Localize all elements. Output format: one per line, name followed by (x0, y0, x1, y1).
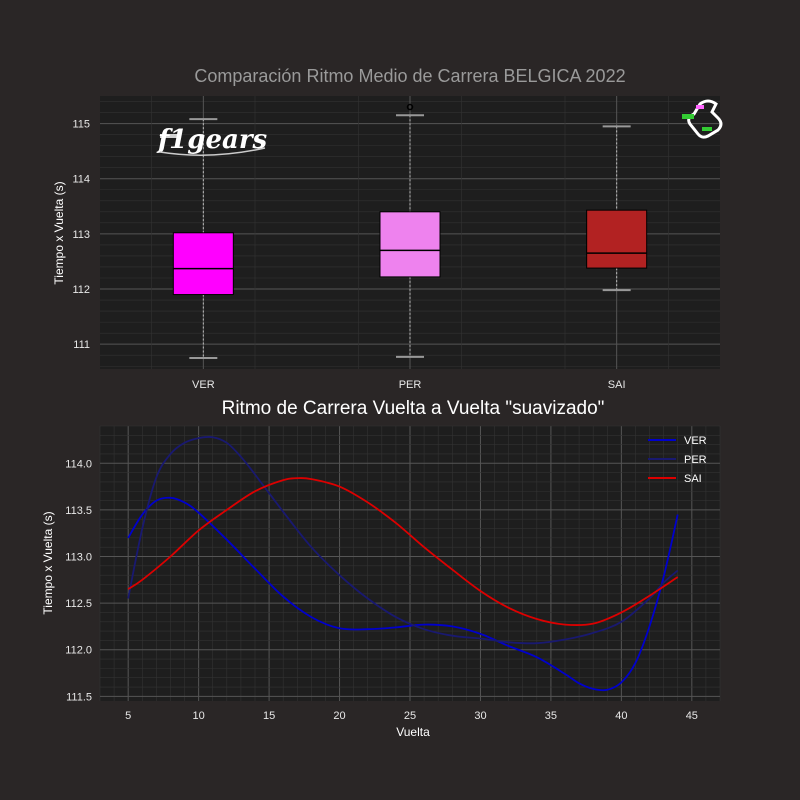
box-plot-boxes (172, 103, 648, 359)
y-tick-label: 114.0 (65, 458, 92, 470)
box-plot-panel: 111 112 113 114 115 VER PER SAI Tiempo x Vuelta… (52, 96, 723, 391)
line-chart-panel: 5 10 15 20 25 30 35 40 45 111.5 112.0 112.5 113.0 113… (41, 425, 721, 739)
x-tick-label: 45 (686, 710, 698, 722)
series-line-per (127, 435, 679, 645)
f1gears-logo: f1gears (156, 125, 268, 156)
line-chart-x-label: Vuelta (396, 725, 430, 739)
x-tick-label: PER (399, 379, 422, 391)
box-sai (586, 209, 648, 269)
line-chart-grid (99, 425, 721, 701)
x-tick-label: 40 (615, 710, 627, 722)
track-map-icon (682, 99, 723, 139)
x-tick-label: 5 (125, 710, 131, 722)
line-chart-series (127, 435, 679, 692)
line-chart-ticks: 5 10 15 20 25 30 35 40 45 111.5 112.0 112.5 113.0 113… (65, 458, 698, 722)
x-tick-label: SAI (608, 379, 626, 391)
series-line-ver (127, 496, 679, 692)
y-tick-label: 111 (73, 339, 90, 351)
y-tick-label: 113.0 (65, 552, 92, 564)
y-tick-label: 113.5 (65, 505, 92, 517)
y-tick-label: 115 (72, 119, 90, 131)
y-tick-label: 111.5 (66, 691, 92, 703)
x-tick-label: 15 (263, 710, 275, 722)
box-plot-y-label: Tiempo x Vuelta (s) (52, 181, 66, 284)
x-tick-label: 10 (193, 710, 205, 722)
y-tick-label: 112 (72, 284, 90, 296)
outlier-point (406, 103, 414, 111)
x-tick-label: 20 (333, 710, 345, 722)
series-line-sai (127, 477, 679, 627)
box-plot-ticks: 111 112 113 114 115 VER PER SAI (72, 119, 625, 391)
line-chart-y-label: Tiempo x Vuelta (s) (41, 511, 55, 614)
logo-text: f1gears (156, 125, 268, 155)
y-tick-label: 113 (72, 229, 90, 241)
legend-label-ver: VER (684, 435, 707, 447)
y-tick-label: 112.0 (65, 645, 92, 657)
box-per (379, 211, 441, 278)
figure-title: Comparación Ritmo Medio de Carrera BELGI… (194, 66, 625, 86)
legend-label-per: PER (684, 454, 707, 466)
y-tick-label: 114 (72, 174, 90, 186)
y-tick-label: 112.5 (65, 598, 92, 610)
x-tick-label: 25 (404, 710, 416, 722)
x-tick-label: VER (192, 379, 215, 391)
line-chart-title: Ritmo de Carrera Vuelta a Vuelta "suaviz… (222, 398, 605, 419)
box-ver (172, 232, 234, 296)
x-tick-label: 30 (474, 710, 486, 722)
legend-label-sai: SAI (684, 473, 702, 485)
legend: VER PER SAI (648, 435, 707, 485)
x-tick-label: 35 (545, 710, 557, 722)
